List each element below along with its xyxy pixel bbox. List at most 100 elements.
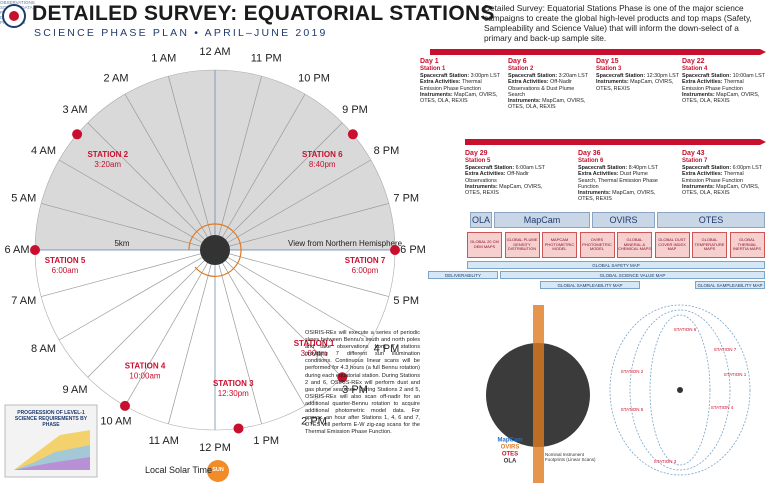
day: Day 43 <box>682 150 705 157</box>
station-time: 6:00am <box>52 266 79 275</box>
legend: Local Solar Time <box>145 465 213 475</box>
field: Extra Activities: Dust Plume Search, The… <box>578 171 662 190</box>
hour-label: 10 AM <box>100 415 131 427</box>
station-time: 12:30pm <box>218 389 249 398</box>
description: Detailed Survey: Equatorial Stations Pha… <box>484 3 752 43</box>
field-label: Spacecraft Station: <box>682 165 732 171</box>
field-value: Off-Nadir Observations & Dust Plume Sear… <box>508 79 575 98</box>
footprint-label: OTES <box>502 452 518 458</box>
hour-line <box>58 249 216 341</box>
field: Spacecraft Station: 6:00am LST <box>465 165 549 171</box>
station: Station 3 <box>596 66 622 72</box>
field-value: MapCam, OVIRS, OTES, OLA, REXIS <box>508 98 586 111</box>
title: DETAILED SURVEY: EQUATORIAL STATIONS <box>32 2 495 25</box>
hour-line <box>168 249 216 424</box>
day: Day 1 <box>420 58 439 65</box>
hour-label: 12 PM <box>199 442 231 454</box>
field-label: Spacecraft Station: <box>508 73 558 79</box>
logo-core <box>9 11 19 21</box>
field-value: 3:20am LST <box>558 73 589 79</box>
day: Day 22 <box>682 58 705 65</box>
derived-product: DELIVERABILITY <box>428 271 498 279</box>
field: Instruments: MapCam, OVIRS, OTES, OLA, R… <box>420 92 504 105</box>
hour-label: 3 AM <box>62 104 87 116</box>
field-label: Instruments: <box>508 98 541 105</box>
field-label: Spacecraft Station: <box>682 73 732 79</box>
hour-line <box>124 93 216 251</box>
view-label: View from Northern Hemisphere <box>288 239 403 248</box>
field-value: MapCam, OVIRS, OTES, OLA, REXIS <box>682 91 760 105</box>
hour-label: 8 AM <box>31 343 56 355</box>
field: Spacecraft Station: 3:20am LST <box>508 73 592 79</box>
science-product: GLOBAL DUST COVER INDEX MAP <box>654 232 690 258</box>
station: Station 2 <box>508 66 534 72</box>
hour-label: 1 PM <box>253 435 279 447</box>
day-card: Day 29 Station 5 Spacecraft Station: 6:00a… <box>465 150 549 196</box>
day-card: Day 36 Station 6 Spacecraft Station: 8:40p… <box>578 150 662 203</box>
hour-line <box>214 76 262 251</box>
instrument: MapCam <box>494 212 590 228</box>
station-name: STATION 2 <box>87 150 128 159</box>
field-label: Instruments: <box>465 183 498 190</box>
orbit-station: STATION 5 <box>621 407 644 412</box>
hour-label: 9 AM <box>62 384 87 396</box>
hour-line <box>214 122 343 251</box>
hour-label: 9 PM <box>342 104 368 116</box>
hour-label: 5 PM <box>393 295 419 307</box>
orbit-station: STATION 3 <box>654 459 677 464</box>
day: Day 15 <box>596 58 619 65</box>
hour-label: 11 AM <box>149 435 179 447</box>
footprint-label: OVIRS <box>501 445 520 451</box>
field-value: 8:40pm LST <box>628 165 659 171</box>
hour-line <box>58 159 216 251</box>
field: Spacecraft Station: 10:00am LST <box>682 73 766 79</box>
field-label: Extra Activities: <box>465 171 506 178</box>
inset-title: PROGRESSION OF LEVEL-1 SCIENCE REQUIREME… <box>14 410 88 428</box>
hour-label: 7 PM <box>393 193 419 205</box>
hour-line <box>41 203 216 251</box>
hour-label: 11 PM <box>251 53 282 65</box>
station-dot <box>390 245 400 255</box>
field: Extra Activities: Off-Nadir Observations… <box>508 79 592 98</box>
station-time: 3:00pm <box>301 349 328 358</box>
field-value: Thermal Emission Phase Function <box>682 171 744 184</box>
field-label: Extra Activities: <box>682 79 723 86</box>
footprint-label: OLA <box>504 459 517 465</box>
field: Spacecraft Station: 12:30pm LST <box>596 73 680 79</box>
orbit-paths <box>609 304 751 476</box>
rotation-arrow <box>188 223 242 277</box>
hour-line <box>214 249 262 424</box>
station: Station 7 <box>682 158 708 164</box>
derived-product: GLOBAL SAFETY MAP <box>467 261 765 269</box>
day-card: Day 15 Station 3 Spacecraft Station: 12:30… <box>596 58 680 92</box>
field-label: Extra Activities: <box>420 79 461 86</box>
station-dot <box>72 129 83 140</box>
footprint-label: MapCam <box>497 438 522 444</box>
sun-label: SUN <box>212 467 224 473</box>
station-name: STATION 1 <box>294 339 335 348</box>
science-product: GLOBAL TEMPERATURE MAPS <box>692 232 727 258</box>
field-label: Instruments: <box>578 190 611 197</box>
field-label: Extra Activities: <box>508 79 549 86</box>
station-time: 3:20am <box>94 160 121 169</box>
field-label: Instruments: <box>682 91 715 98</box>
hour-line <box>41 249 216 297</box>
field-label: Extra Activities: <box>578 171 619 178</box>
hour-label: 3 PM <box>342 384 368 396</box>
field: Extra Activities: Thermal Emission Phase… <box>682 171 766 184</box>
station-name: STATION 4 <box>125 361 166 370</box>
field-value: Dust Plume Search, Thermal Emission Phas… <box>578 171 658 190</box>
field-label: Instruments: <box>420 91 453 98</box>
field-label: Instruments: <box>682 183 715 190</box>
day-card: Day 43 Station 7 Spacecraft Station: 6:00p… <box>682 150 766 196</box>
inset-area <box>14 457 90 470</box>
row-label: OBSERVATIONS <box>0 0 35 5</box>
field-value: 10:00am LST <box>732 73 766 79</box>
field-value: Thermal Emission Phase Function <box>682 79 744 92</box>
science-product: GLOBAL MINERAL & CHEMICAL MAPS <box>617 232 652 258</box>
derived-product: GLOBAL SAMPLEABILITY MAP <box>695 281 765 289</box>
station-time: 6:00pm <box>352 266 379 275</box>
hour-label: 8 PM <box>374 145 400 157</box>
station: Station 4 <box>682 66 708 72</box>
science-product: GLOBAL THERMAL INERTIA MAPS <box>729 232 765 258</box>
